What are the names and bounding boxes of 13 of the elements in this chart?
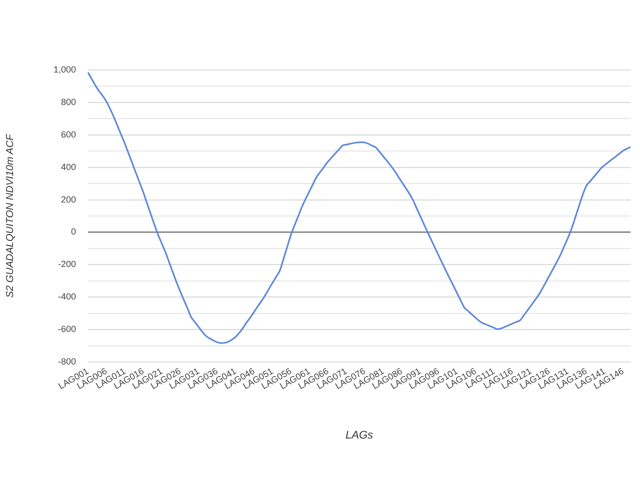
y-tick-label: -800 bbox=[58, 356, 76, 366]
line-series bbox=[87, 72, 632, 344]
y-tick-label: 600 bbox=[60, 129, 76, 140]
y-axis-title: S2 GUADALQUITON NDVI10m ACF bbox=[4, 133, 16, 298]
x-axis-title: LAGs bbox=[346, 429, 374, 442]
y-tick-label: -200 bbox=[58, 259, 76, 270]
y-tick-label: 1,000 bbox=[53, 64, 76, 74]
y-tick-label: 800 bbox=[60, 96, 76, 107]
y-tick-label: 400 bbox=[60, 162, 76, 172]
y-tick-label: 200 bbox=[60, 194, 76, 204]
y-tick-label: -600 bbox=[58, 324, 76, 334]
y-tick-label: 0 bbox=[70, 226, 76, 237]
y-tick-label: -400 bbox=[58, 292, 76, 302]
